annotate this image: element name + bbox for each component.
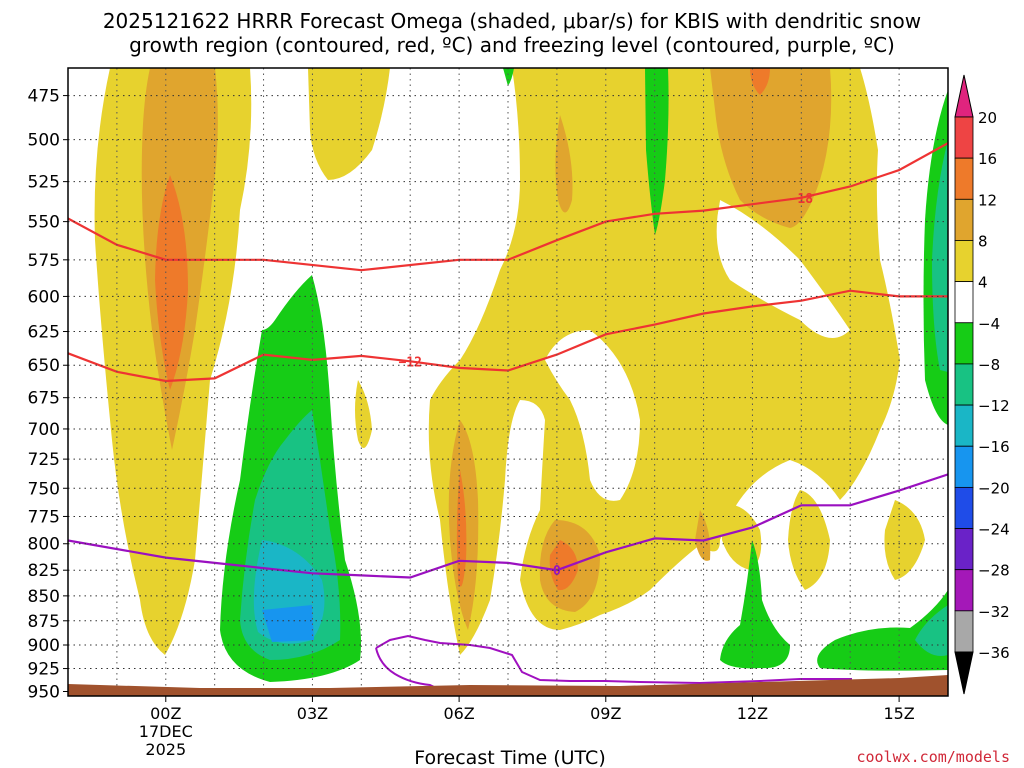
colorbar-label: −36 xyxy=(978,644,1010,662)
y-tick-label: 675 xyxy=(28,389,60,409)
colorbar-segment xyxy=(954,486,974,529)
colorbar-label: −12 xyxy=(978,397,1010,415)
freezing-level-contour-lower xyxy=(375,634,852,685)
colorbar-label: 16 xyxy=(978,150,997,168)
colorbar-label: 12 xyxy=(978,191,997,209)
y-tick-label: 775 xyxy=(28,507,60,527)
colorbar-segment xyxy=(954,610,974,653)
y-tick-label: 625 xyxy=(28,323,60,343)
freezing-level-contour xyxy=(68,473,948,579)
x-tick-label: 00Z xyxy=(150,704,181,723)
chart-title-line1: 2025121622 HRRR Forecast Omega (shaded, … xyxy=(103,9,921,33)
omega-region-4to8 xyxy=(355,380,372,448)
freezing-level-contour-label: 0 xyxy=(553,564,561,579)
y-tick-label: 900 xyxy=(28,636,60,656)
x-axis-label: Forecast Time (UTC) xyxy=(414,747,605,768)
x-tick-label: 09Z xyxy=(590,704,621,723)
colorbar-label: −28 xyxy=(978,562,1010,580)
terrain xyxy=(68,675,948,696)
y-tick-label: 575 xyxy=(28,251,60,271)
omega-region-4to8 xyxy=(788,490,830,590)
omega-region-4to8 xyxy=(884,500,925,580)
y-axis: 475 500 525 550 575 600 625 650 675 700 725 750 775 8… xyxy=(28,87,68,702)
plot-frame xyxy=(67,67,949,697)
omega-region-neg4to-8 xyxy=(720,540,790,669)
omega-region-8to12 xyxy=(555,115,573,213)
colorbar: 20 16 12 8 4 −4 −8 −12 −16 −20 −24 −28 −32 −36 xyxy=(954,74,1010,695)
colorbar-segment xyxy=(954,569,974,612)
omega-region-8to12 xyxy=(695,510,711,561)
omega-region-4to8 xyxy=(662,68,720,232)
colorbar-segment xyxy=(954,528,974,571)
dgz-contour-minus18-label: −18 xyxy=(790,192,814,207)
colorbar-label: −20 xyxy=(978,479,1010,497)
y-tick-label: 850 xyxy=(28,587,60,607)
omega-region-neg4to-8 xyxy=(503,68,514,86)
plot-area: −18 −12 0 xyxy=(67,67,949,697)
colorbar-segment xyxy=(954,363,974,406)
grid xyxy=(68,68,948,696)
omega-region-12to16 xyxy=(155,175,188,390)
omega-region-4to8 xyxy=(308,68,390,180)
colorbar-label: −4 xyxy=(978,315,1000,333)
colorbar-segment xyxy=(954,198,974,241)
colorbar-segment xyxy=(954,240,974,283)
colorbar-segment xyxy=(954,322,974,365)
colorbar-top-arrow xyxy=(954,74,974,118)
colorbar-label: 8 xyxy=(978,232,988,250)
colorbar-segment xyxy=(954,157,974,200)
y-tick-label: 800 xyxy=(28,535,60,555)
x-tick-date: 17DEC xyxy=(139,722,193,741)
y-tick-label: 825 xyxy=(28,561,60,581)
colorbar-segment xyxy=(954,116,974,159)
omega-region-neg8to-12 xyxy=(915,605,948,656)
dgz-contour-minus18 xyxy=(68,142,948,272)
colorbar-bottom-arrow xyxy=(954,651,974,695)
colorbar-segment xyxy=(954,445,974,488)
y-tick-label: 750 xyxy=(28,479,60,499)
dgz-contours: −18 −12 xyxy=(68,142,948,383)
dgz-contour-minus12-label: −12 xyxy=(398,355,421,370)
y-tick-label: 500 xyxy=(28,131,60,151)
colorbar-label: 4 xyxy=(978,274,988,292)
colorbar-label: −16 xyxy=(978,438,1010,456)
y-tick-label: 550 xyxy=(28,213,60,233)
x-tick-label: 06Z xyxy=(443,704,474,723)
colorbar-label: −24 xyxy=(978,521,1010,539)
chart-title-line2: growth region (contoured, red, ºC) and f… xyxy=(129,33,895,57)
y-tick-label: 525 xyxy=(28,173,60,193)
colorbar-label: −32 xyxy=(978,603,1010,621)
x-tick-label: 03Z xyxy=(297,704,328,723)
y-tick-label: 950 xyxy=(28,682,60,702)
x-tick-label: 12Z xyxy=(737,704,768,723)
y-tick-label: 600 xyxy=(28,287,60,307)
y-tick-label: 650 xyxy=(28,356,60,376)
y-tick-label: 725 xyxy=(28,450,60,470)
y-tick-label: 700 xyxy=(28,420,60,440)
y-tick-label: 925 xyxy=(28,660,60,680)
y-tick-label: 875 xyxy=(28,612,60,632)
credit-text: coolwx.com/models xyxy=(856,748,1010,766)
colorbar-label: −8 xyxy=(978,356,1000,374)
freezing-level-contours: 0 xyxy=(68,473,948,692)
colorbar-segment xyxy=(954,404,974,447)
omega-region-12to16 xyxy=(750,68,770,95)
x-tick-label: 15Z xyxy=(883,704,914,723)
omega-region-neg4to-8 xyxy=(645,68,669,235)
x-tick-year: 2025 xyxy=(145,740,186,759)
omega-region-neg16to-20 xyxy=(262,605,314,642)
colorbar-label: 20 xyxy=(978,109,997,127)
colorbar-segment xyxy=(954,281,974,324)
y-tick-label: 475 xyxy=(28,87,60,107)
omega-region-neg8to-12 xyxy=(932,140,948,372)
omega-region-neg4to-8 xyxy=(817,590,948,671)
